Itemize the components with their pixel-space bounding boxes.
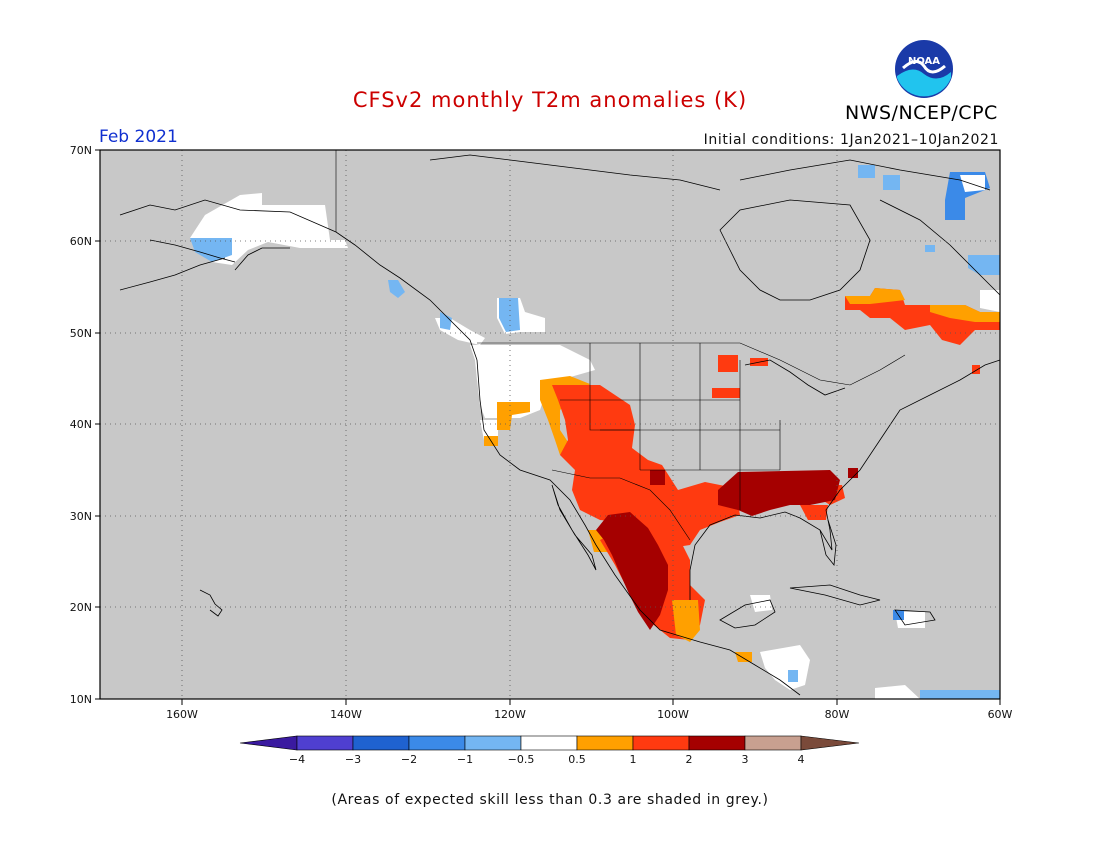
noaa-logo: NOAA <box>895 40 953 98</box>
svg-text:NOAA: NOAA <box>908 56 940 67</box>
colorbar-segment <box>576 735 634 751</box>
colorbar-tick-label: −0.5 <box>508 753 535 766</box>
lat-label: 40N <box>70 418 92 431</box>
colorbar-segment <box>520 735 578 751</box>
colorbar-tick-label: 0.5 <box>568 753 586 766</box>
chart-title: CFSv2 monthly T2m anomalies (K) <box>352 88 748 112</box>
lon-label: 160W <box>166 708 198 721</box>
colorbar-segment <box>296 735 354 751</box>
lat-label: 50N <box>70 327 92 340</box>
lat-label: 70N <box>70 144 92 157</box>
colorbar-tick-label: −2 <box>401 753 417 766</box>
colorbar-arrow-right <box>800 735 860 751</box>
colorbar-tick-label: −1 <box>457 753 473 766</box>
borders <box>335 150 906 541</box>
colorbar: −4 −3 −2 −1 −0.5 0.5 1 2 3 4 <box>239 735 860 766</box>
colorbar-tick-label: −3 <box>345 753 361 766</box>
coastlines <box>119 154 1001 696</box>
anomaly-patches <box>190 165 1000 699</box>
colorbar-tick-label: 2 <box>686 753 693 766</box>
colorbar-segment <box>632 735 690 751</box>
colorbar-tick-label: −4 <box>289 753 305 766</box>
colorbar-segment <box>408 735 466 751</box>
colorbar-segment <box>744 735 802 751</box>
colorbar-segment <box>464 735 522 751</box>
latitude-labels: 70N 60N 50N 40N 30N 20N 10N <box>70 144 92 706</box>
lat-label: 10N <box>70 693 92 706</box>
lat-label: 60N <box>70 235 92 248</box>
lon-label: 140W <box>330 708 362 721</box>
colorbar-tick-label: 3 <box>742 753 749 766</box>
initial-conditions: Initial conditions: 1Jan2021–10Jan2021 <box>703 132 999 148</box>
lon-label: 60W <box>988 708 1013 721</box>
organization-label: NWS/NCEP/CPC <box>845 102 998 124</box>
colorbar-tick-label: 1 <box>630 753 637 766</box>
colorbar-segment <box>688 735 746 751</box>
target-month: Feb 2021 <box>99 127 178 147</box>
colorbar-arrow-left <box>239 735 298 751</box>
graticule <box>100 150 1000 699</box>
lon-label: 80W <box>825 708 850 721</box>
lat-label: 30N <box>70 510 92 523</box>
lat-label: 20N <box>70 601 92 614</box>
lon-label: 120W <box>494 708 526 721</box>
colorbar-tick-label: 4 <box>798 753 805 766</box>
longitude-labels: 160W 140W 120W 100W 80W 60W <box>166 708 1012 721</box>
colorbar-segment <box>352 735 410 751</box>
footnote: (Areas of expected skill less than 0.3 a… <box>331 792 769 808</box>
lon-label: 100W <box>657 708 689 721</box>
axis-ticks <box>95 149 1001 705</box>
